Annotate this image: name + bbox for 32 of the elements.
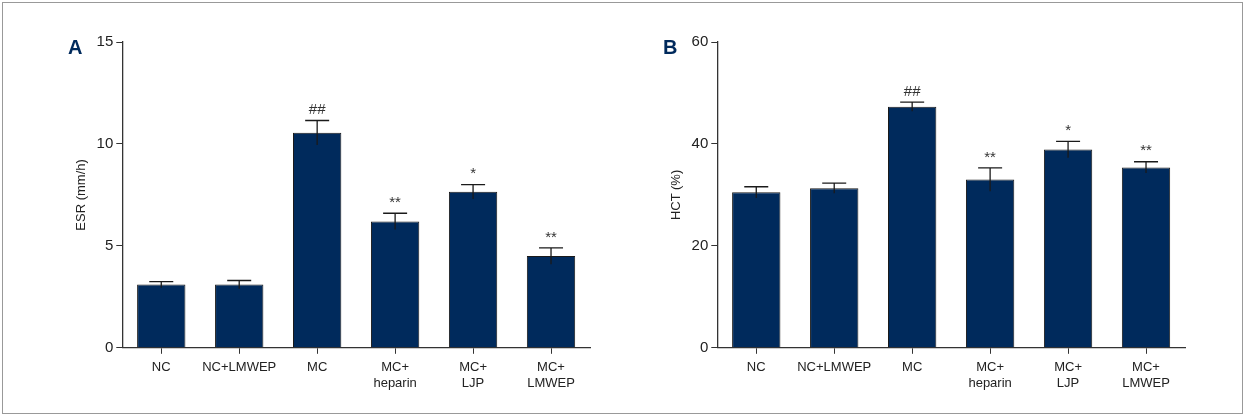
x-tick-label: MC+ heparin: [373, 359, 417, 390]
annotation: ##: [308, 100, 327, 118]
y-axis-title: ESR (mm/h): [73, 159, 89, 231]
y-tick-label: 60: [691, 32, 709, 50]
x-tick-label: NC: [151, 359, 171, 375]
x-tick-label: MC: [307, 359, 328, 375]
annotation: **: [1140, 141, 1153, 159]
y-tick-label: 5: [104, 236, 114, 254]
y-tick-label: 20: [691, 236, 709, 254]
y-tick-label: 0: [104, 337, 114, 355]
chart-title: B: [663, 35, 678, 58]
y-tick-label: 10: [96, 134, 114, 152]
annotation: *: [470, 164, 477, 182]
y-tick-label: 15: [96, 32, 114, 50]
annotation: **: [545, 227, 558, 245]
annotation: **: [984, 147, 997, 165]
annotation: *: [1065, 121, 1072, 139]
x-tick-label: NC+LMWEP: [797, 359, 872, 375]
annotation: **: [389, 192, 402, 210]
x-tick-label: NC+LMWEP: [202, 359, 277, 375]
y-tick-label: 40: [691, 134, 709, 152]
y-tick-label: 0: [699, 337, 709, 355]
x-tick-label: MC+ LJP: [1054, 359, 1082, 390]
x-tick-label: MC+ LMWEP: [1122, 359, 1170, 390]
x-tick-label: MC+ LMWEP: [527, 359, 575, 390]
x-tick-label: MC+ heparin: [968, 359, 1012, 390]
x-tick-label: MC: [902, 359, 923, 375]
x-tick-label: NC: [746, 359, 766, 375]
x-tick-label: MC+ LJP: [459, 359, 487, 390]
y-axis-title: HCT (%): [668, 169, 684, 221]
annotation: ##: [903, 81, 922, 99]
chart-title: A: [68, 35, 83, 58]
